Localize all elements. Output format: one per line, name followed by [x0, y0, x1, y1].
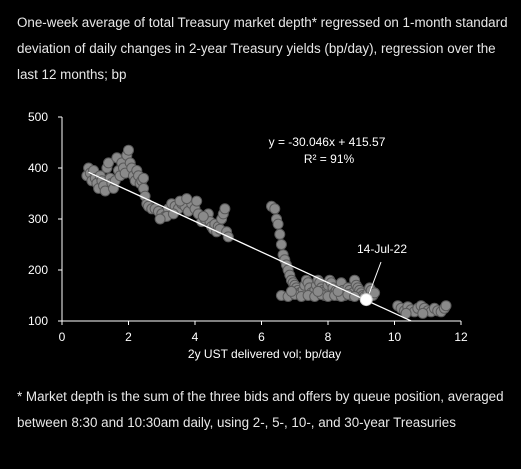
data-point: [269, 203, 281, 215]
data-point: [285, 285, 297, 297]
y-tick-label: 400: [28, 161, 48, 175]
axes: 100 200 300 400 500 0 2 4 6 8 10 12 2y UST delivered…: [28, 110, 468, 361]
x-axis-title: 2y UST delivered vol; bp/day: [188, 347, 341, 361]
highlight-label: 14-Jul-22: [357, 242, 407, 256]
data-point: [272, 218, 284, 230]
y-tick-label: 300: [28, 212, 48, 226]
data-points: [81, 144, 452, 319]
regression-equation: y = -30.046x + 415.57: [269, 135, 386, 149]
data-point: [138, 172, 149, 184]
x-tick-label: 6: [258, 330, 265, 344]
data-point: [181, 193, 193, 205]
regression-r2: R² = 91%: [304, 152, 355, 166]
y-tick-label: 100: [28, 314, 48, 328]
x-tick-label: 12: [454, 330, 468, 344]
data-point: [191, 195, 203, 207]
footnote: * Market depth is the sum of the three b…: [17, 389, 504, 430]
chart-title: One-week average of total Treasury marke…: [17, 15, 508, 82]
regression-layer: [88, 171, 412, 322]
labels-layer: 14-Jul-22 y = -30.046x + 415.57 R² = 91%: [269, 135, 408, 256]
x-tick-label: 8: [325, 330, 332, 344]
data-point: [274, 228, 286, 240]
x-tick-label: 4: [192, 330, 199, 344]
y-tick-label: 500: [28, 110, 48, 124]
data-point: [312, 285, 324, 297]
x-tick-label: 0: [59, 330, 66, 344]
data-point: [123, 144, 134, 156]
y-tick-label: 200: [28, 263, 48, 277]
regression-line: [88, 171, 412, 322]
data-point: [197, 210, 209, 222]
data-point: [440, 300, 452, 312]
x-tick-label: 10: [388, 330, 402, 344]
data-point: [154, 213, 166, 225]
highlight-leader-line: [368, 261, 382, 294]
data-point: [417, 307, 429, 319]
x-tick-label: 2: [125, 330, 132, 344]
data-point: [219, 203, 231, 215]
data-point: [275, 239, 287, 250]
highlight-point: [359, 293, 373, 307]
data-point: [103, 157, 114, 169]
